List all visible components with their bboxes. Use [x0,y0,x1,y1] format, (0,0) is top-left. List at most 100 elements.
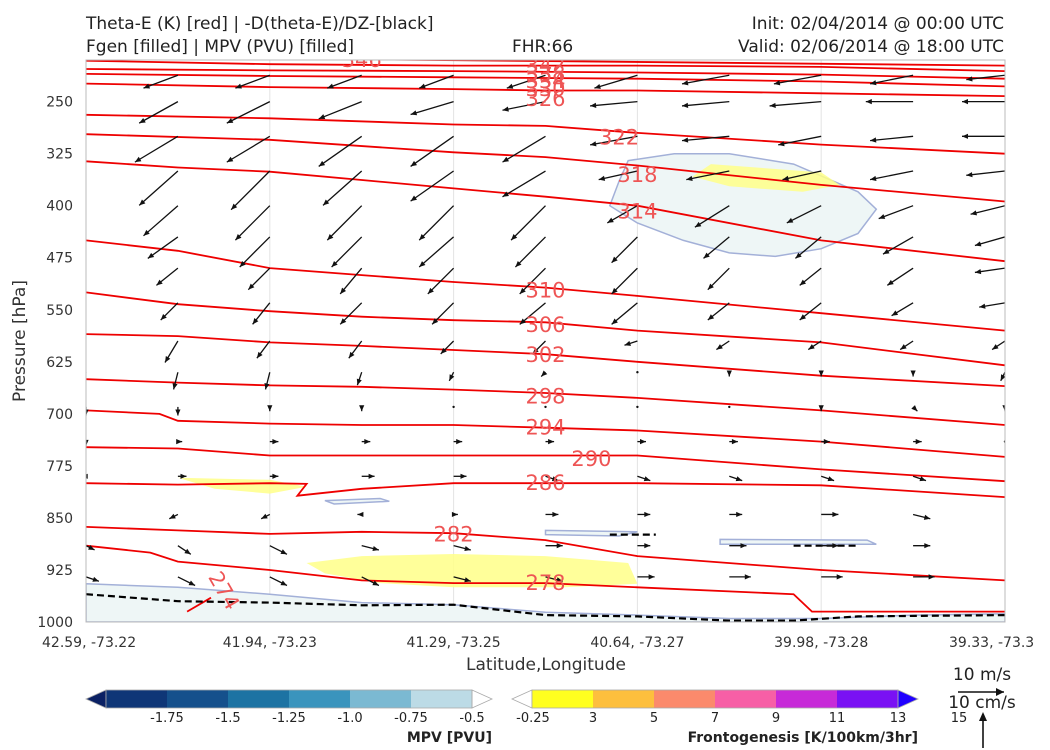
contour-label-310: 310 [525,278,565,302]
wind-vector [598,170,638,181]
wind-vector-head [427,287,434,294]
wind-vector [637,574,655,580]
wind-vector [86,473,88,479]
wind-vector-head [532,347,539,354]
wind-vector-calm [452,405,455,409]
wind-vector [410,101,454,116]
mpv-colorbar-segment [228,690,290,708]
wind-vector-head [449,374,455,381]
y-tick-label: 850 [46,511,73,527]
wind-vector [326,205,363,241]
wind-vector [177,576,196,587]
wind-vector-head [643,476,651,482]
wind-vector [716,340,730,351]
wind-vector-head [327,83,334,89]
fgen-colorbar-tick-label: 15 [951,711,968,726]
theta-e-contour-318 [86,133,1005,203]
wind-vector [269,576,288,587]
contour-label-346: 346 [342,48,382,72]
wind-vector-head [548,439,555,445]
wind-vector-head [69,318,75,324]
wind-vector-shaft [230,170,271,211]
wind-vector-head [356,378,362,386]
contour-label-294: 294 [525,416,565,440]
wind-reference-key: 10 m/s 10 cm/s [948,665,1016,748]
wind-vector-head [782,175,789,181]
wind-vector [339,267,363,295]
x-tick-label: 41.94, -73.23 [223,635,317,651]
wind-vector [545,576,563,583]
wind-vector [545,475,559,482]
wind-vector-shaft [427,267,455,295]
mpv-colorbar-tick-label: -0.25 [516,711,550,726]
wind-vector-head [1012,574,1018,579]
wind-vector [637,439,646,445]
wind-vector-head [432,318,439,325]
theta-e-contour-338 [86,60,1005,72]
wind-vector-head [143,83,151,89]
wind-vector-head [979,303,986,309]
title-line-1: Theta-E (K) [red] | -D(theta-E)/DZ-[blac… [86,14,434,34]
wind-vector-head [735,476,743,482]
wind-vector [991,340,1005,351]
wind-vector-head [410,110,418,116]
wind-vector [911,405,918,412]
theta-e-contour-334 [86,68,1005,80]
contour-label-338: 338 [525,62,565,86]
wind-vector-head [607,217,614,223]
theta-e-contour-346 [86,53,1005,58]
x-tick-label: 41.29, -73.25 [407,635,501,651]
fgen-colorbar-frame [531,689,899,709]
wind-vector [356,372,363,386]
wind-vector-head [348,351,355,359]
mpv-colorbar-tick-label: -1.0 [337,711,362,726]
wind-vector [886,267,914,286]
wind-vector [318,101,362,120]
stability-dashed-lines [86,533,1005,622]
wind-vector-shaft [611,267,638,295]
wind-vector-head [47,114,54,119]
wind-vector-head [731,439,738,445]
wind-vector-head [143,229,150,236]
wind-vector [962,133,1005,139]
wind-vector [86,171,87,172]
wind-vector-shaft [410,170,454,202]
wind-vector [427,267,455,295]
wind-vector-shaft [418,205,455,241]
wind-vector-head [870,80,877,86]
wind-vector-head [541,370,548,377]
wind-vector-head [169,513,176,519]
wind-key-arrowhead-vertical [979,712,987,721]
wind-vector-head [703,252,710,259]
wind-vector-head [552,511,559,518]
wind-vector [247,267,271,291]
wind-vector [418,236,455,268]
wind-vector-head [556,577,563,583]
wind-vector-shaft [773,74,822,85]
wind-vector-head [962,133,968,139]
wind-vector [611,236,638,264]
x-tick-label: 39.98, -73.28 [774,635,868,651]
theta-e-contour-282 [86,526,1005,582]
wind-vector-head [248,283,255,290]
wind-vector-head [556,543,563,549]
wind-vector [821,511,839,518]
x-tick-label: 40.64, -73.27 [590,635,684,651]
wind-vector [230,170,271,211]
wind-vector-head [252,318,259,325]
mpv-colorbar-segment [167,690,229,708]
title-line-2: Fgen [filled] | MPV (PVU) [filled] [86,37,355,57]
wind-vector [331,236,363,268]
wind-vector-head [887,279,894,286]
wind-vector [782,170,822,181]
wind-vector-shaft [1004,514,1005,516]
wind-vector-head [962,99,968,105]
wind-vector [86,576,100,582]
wind-vector-shaft [519,267,546,295]
wind-vector-head [611,287,618,294]
y-tick-label: 475 [46,251,73,267]
wind-vector-head [773,80,781,86]
wind-vector-head [160,313,167,321]
wind-vector-head [184,548,191,555]
wind-vector-head [1011,514,1018,519]
